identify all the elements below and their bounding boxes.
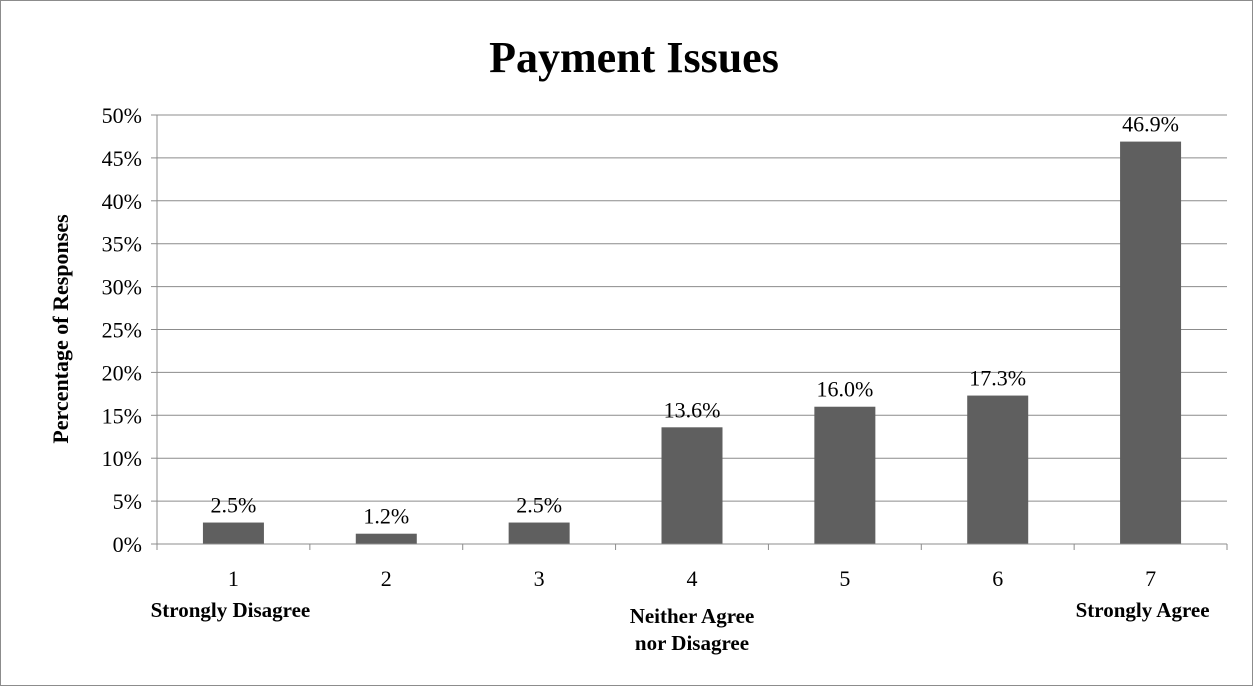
- y-tick-label: 0%: [113, 532, 142, 557]
- bar: [967, 395, 1029, 544]
- gridlines: [157, 114, 1227, 502]
- y-axis-label: Percentage of Responses: [48, 214, 73, 444]
- x-tick-label: 4: [687, 566, 698, 591]
- category-sublabel: Strongly Agree: [1076, 598, 1210, 622]
- category-sublabel-line: Neither Agree: [630, 604, 755, 628]
- category-sublabel-line: Strongly Disagree: [151, 598, 311, 622]
- y-tick-label: 50%: [102, 103, 142, 128]
- y-tick-label: 20%: [102, 360, 142, 385]
- y-tick-label: 25%: [102, 318, 142, 343]
- x-tick-label: 5: [839, 566, 850, 591]
- data-label: 1.2%: [363, 504, 409, 529]
- y-tick-label: 40%: [102, 189, 142, 214]
- bar: [814, 406, 876, 544]
- x-tick-label: 3: [534, 566, 545, 591]
- category-sublabel-line: Strongly Agree: [1076, 598, 1210, 622]
- category-sublabel: Strongly Disagree: [151, 598, 311, 622]
- labels: 0% 5% 10% 15% 20% 25% 30% 35% 40% 45% 50% 2.5% 1 Stro…: [102, 103, 1210, 655]
- x-tick-label: 1: [228, 566, 239, 591]
- y-tick-label: 10%: [102, 446, 142, 471]
- data-label: 17.3%: [969, 366, 1026, 391]
- data-label: 46.9%: [1122, 112, 1179, 137]
- data-label: 2.5%: [516, 493, 562, 518]
- x-tick-label: 6: [992, 566, 1003, 591]
- bars: [202, 141, 1182, 544]
- chart-title: Payment Issues: [489, 33, 779, 82]
- data-label: 16.0%: [816, 377, 873, 402]
- x-tick-label: 2: [381, 566, 392, 591]
- y-tick-label: 5%: [113, 489, 142, 514]
- bar: [1120, 141, 1182, 544]
- bar: [508, 522, 570, 544]
- category-sublabel: Neither Agree nor Disagree: [630, 604, 755, 655]
- bar: [355, 533, 417, 544]
- data-label: 2.5%: [211, 493, 257, 518]
- data-label: 13.6%: [664, 397, 721, 422]
- category-sublabel-line: nor Disagree: [635, 631, 749, 655]
- bar: [661, 427, 723, 544]
- axes: [151, 114, 1228, 550]
- x-tick-label: 7: [1145, 566, 1156, 591]
- bar: [202, 522, 264, 544]
- y-tick-label: 15%: [102, 403, 142, 428]
- y-tick-label: 45%: [102, 146, 142, 171]
- y-tick-label: 30%: [102, 275, 142, 300]
- y-tick-label: 35%: [102, 232, 142, 257]
